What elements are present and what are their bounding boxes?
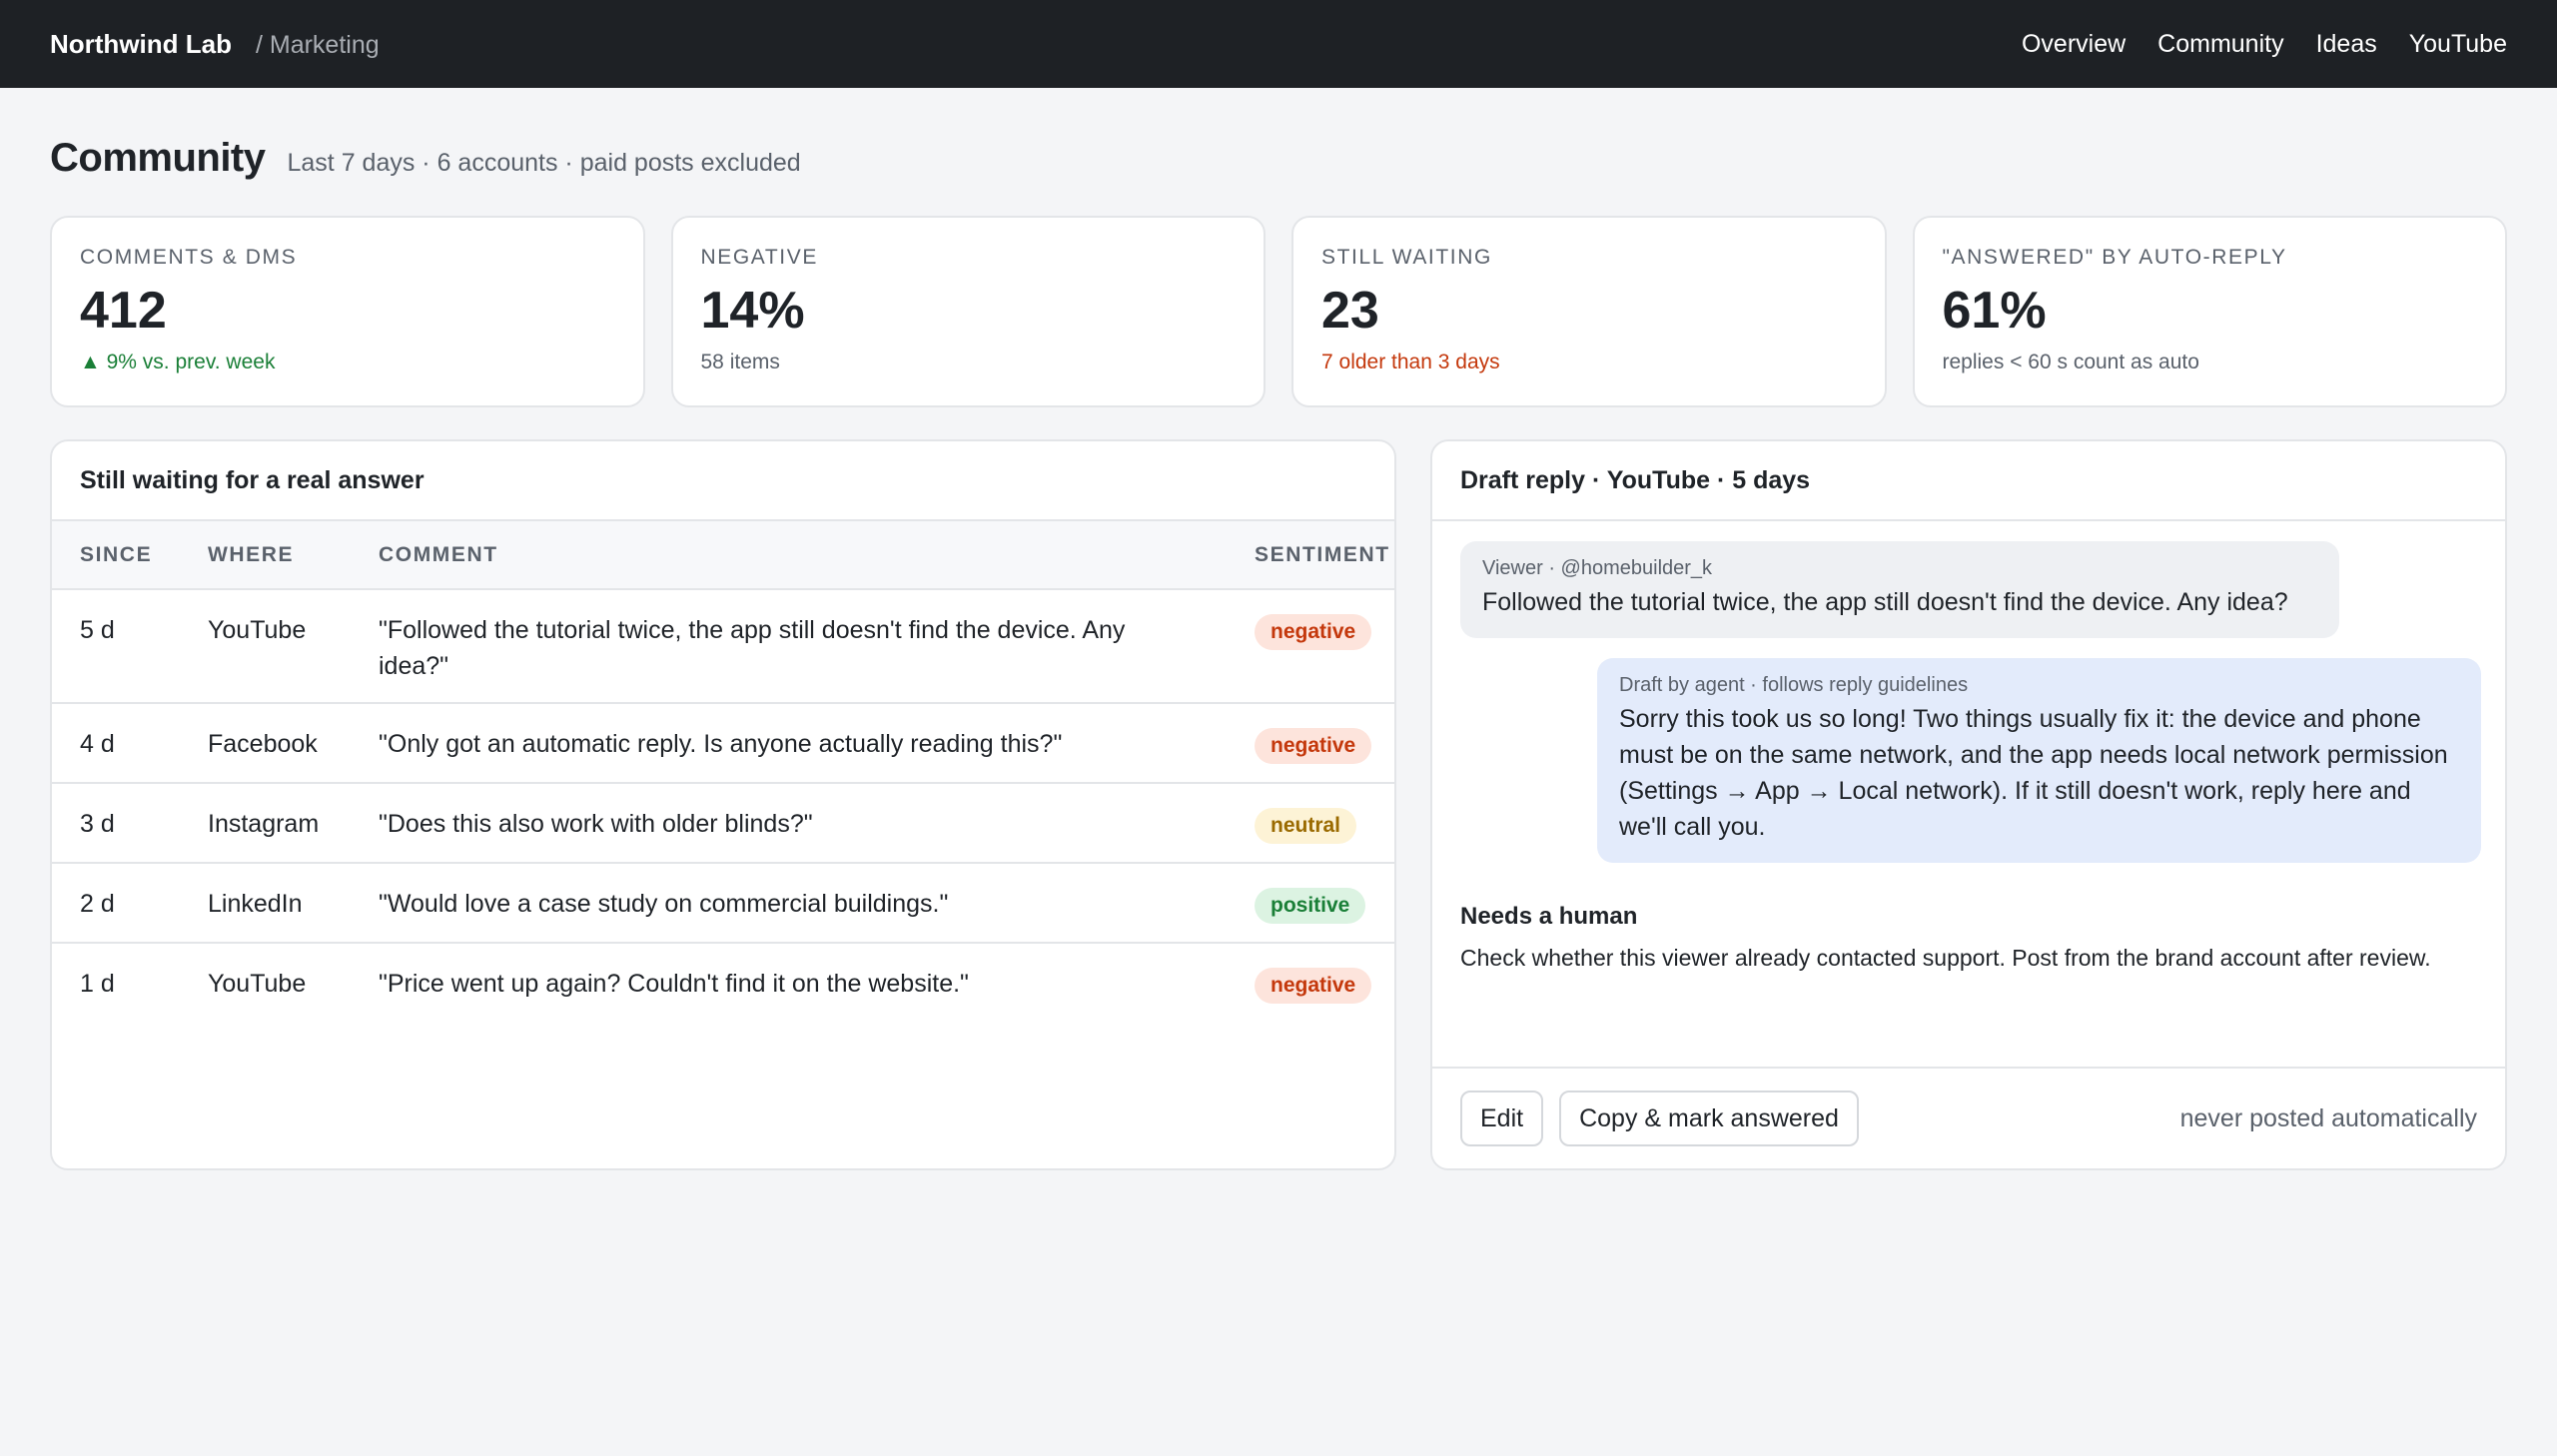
- cell-since: 5 d: [52, 589, 180, 704]
- nav-youtube[interactable]: YouTube: [2408, 29, 2507, 58]
- cell-comment: "Only got an automatic reply. Is anyone …: [351, 703, 1227, 784]
- kpi-label: "Answered" by auto-reply: [1942, 246, 2287, 269]
- cell-where: Instagram: [180, 783, 351, 864]
- needs-human-note: Needs a human Check whether this viewer …: [1460, 903, 2477, 975]
- table-row[interactable]: 3 d Instagram "Does this also work with …: [52, 783, 1394, 864]
- lower-area: Still waiting for a real answer Since Wh…: [0, 407, 2557, 1170]
- kpi-row: Comments & DMs 412 ▲ 9% vs. prev. week N…: [0, 128, 2557, 407]
- kpi-card-waiting: Still waiting 23 7 older than 3 days: [1291, 216, 1887, 407]
- draft-text: Sorry this took us so long! Two things u…: [1619, 705, 2448, 841]
- cell-since: 4 d: [52, 703, 180, 784]
- needs-human-title: Needs a human: [1460, 903, 1638, 930]
- nav-ideas[interactable]: Ideas: [2315, 29, 2377, 58]
- sentiment-badge: negative: [1255, 968, 1372, 1004]
- kpi-label: Still waiting: [1321, 246, 1492, 269]
- sentiment-badge: negative: [1255, 614, 1372, 650]
- incoming-message: Viewer · @homebuilder_k Followed the tut…: [1460, 541, 2339, 638]
- table-header-row: Since Where Comment Sentiment: [52, 521, 1394, 590]
- table-row[interactable]: 1 d YouTube "Price went up again? Couldn…: [52, 943, 1394, 1022]
- kpi-note: 58 items: [700, 350, 780, 373]
- cell-sentiment: neutral: [1227, 783, 1394, 864]
- kpi-label: Negative: [700, 246, 818, 269]
- panel-title: Draft reply · YouTube · 5 days: [1432, 441, 2505, 521]
- cell-comment: "Would love a case study on commercial b…: [351, 863, 1227, 944]
- posting-note: never posted automatically: [2179, 1103, 2477, 1132]
- nav-overview[interactable]: Overview: [2021, 29, 2127, 58]
- cell-sentiment: positive: [1227, 863, 1394, 944]
- table-row[interactable]: 4 d Facebook "Only got an automatic repl…: [52, 703, 1394, 784]
- kpi-trend: ▲ 9% vs. prev. week: [80, 350, 276, 373]
- kpi-note: replies < 60 s count as auto: [1942, 350, 2199, 373]
- cell-since: 1 d: [80, 970, 115, 998]
- page-meta: Last 7 days · 6 accounts · paid posts ex…: [287, 149, 801, 177]
- cell-since: 2 d: [52, 863, 180, 944]
- table-row[interactable]: 5 d YouTube "Followed the tutorial twice…: [52, 589, 1394, 704]
- draft-panel: Draft reply · YouTube · 5 days Viewer · …: [1430, 439, 2507, 1170]
- column-header-where: Where: [180, 521, 351, 590]
- column-header-comment: Comment: [351, 521, 1227, 590]
- cell-since: 3 d: [52, 783, 180, 864]
- page-header: Community Last 7 days · 6 accounts · pai…: [0, 88, 2557, 216]
- cell-sentiment: negative: [1227, 943, 1394, 1022]
- cell-comment: "Price went up again? Couldn't find it o…: [379, 970, 969, 998]
- edit-button[interactable]: Edit: [1460, 1091, 1544, 1146]
- column-header-since: Since: [52, 521, 180, 590]
- kpi-value: 61%: [1942, 282, 2047, 340]
- brand-section: / Marketing: [255, 30, 380, 59]
- kpi-card-comments: Comments & DMs 412 ▲ 9% vs. prev. week: [50, 216, 645, 407]
- page-title: Community: [50, 136, 266, 180]
- kpi-card-auto-reply: "Answered" by auto-reply 61% replies < 6…: [1912, 216, 2507, 407]
- top-bar: Northwind Lab / Marketing Overview Commu…: [0, 0, 2557, 88]
- draft-meta: Draft by agent · follows reply guideline…: [1619, 674, 1969, 696]
- brand-name[interactable]: Northwind Lab: [50, 28, 232, 59]
- waiting-panel: Still waiting for a real answer Since Wh…: [50, 439, 1396, 1170]
- copy-mark-answered-button[interactable]: Copy & mark answered: [1559, 1091, 1859, 1146]
- cell-where: YouTube: [180, 589, 351, 704]
- cell-sentiment: negative: [1227, 703, 1394, 784]
- draft-body: Viewer · @homebuilder_k Followed the tut…: [1432, 521, 2505, 1067]
- incoming-text: Followed the tutorial twice, the app sti…: [1482, 588, 2288, 616]
- kpi-value: 23: [1321, 282, 1379, 340]
- needs-human-text: Check whether this viewer already contac…: [1460, 945, 2431, 971]
- sentiment-badge: negative: [1255, 728, 1372, 764]
- kpi-value: 412: [80, 282, 167, 340]
- cell-sentiment: negative: [1227, 589, 1394, 704]
- kpi-warning: 7 older than 3 days: [1321, 350, 1500, 373]
- kpi-value: 14%: [700, 282, 805, 340]
- sentiment-badge: positive: [1255, 888, 1366, 924]
- cell-where: YouTube: [208, 970, 307, 998]
- panel-title: Still waiting for a real answer: [52, 441, 1394, 521]
- table-row[interactable]: 2 d LinkedIn "Would love a case study on…: [52, 863, 1394, 944]
- sentiment-badge: neutral: [1255, 808, 1357, 844]
- kpi-label: Comments & DMs: [80, 246, 298, 269]
- draft-reply-message: Draft by agent · follows reply guideline…: [1597, 658, 2481, 863]
- column-header-sentiment: Sentiment: [1227, 521, 1394, 590]
- nav-community[interactable]: Community: [2157, 29, 2284, 58]
- cell-comment: "Followed the tutorial twice, the app st…: [351, 589, 1227, 704]
- draft-actions: Edit Copy & mark answered never posted a…: [1432, 1067, 2505, 1168]
- cell-where: Facebook: [180, 703, 351, 784]
- kpi-card-negative: Negative 14% 58 items: [670, 216, 1266, 407]
- cell-comment: "Does this also work with older blinds?": [351, 783, 1227, 864]
- incoming-meta: Viewer · @homebuilder_k: [1482, 557, 1713, 579]
- brand: Northwind Lab / Marketing: [50, 29, 380, 60]
- cell-where: LinkedIn: [180, 863, 351, 944]
- waiting-table: Since Where Comment Sentiment 5 d YouTub…: [52, 521, 1394, 1022]
- main-nav: Overview Community Ideas YouTube: [2022, 30, 2507, 59]
